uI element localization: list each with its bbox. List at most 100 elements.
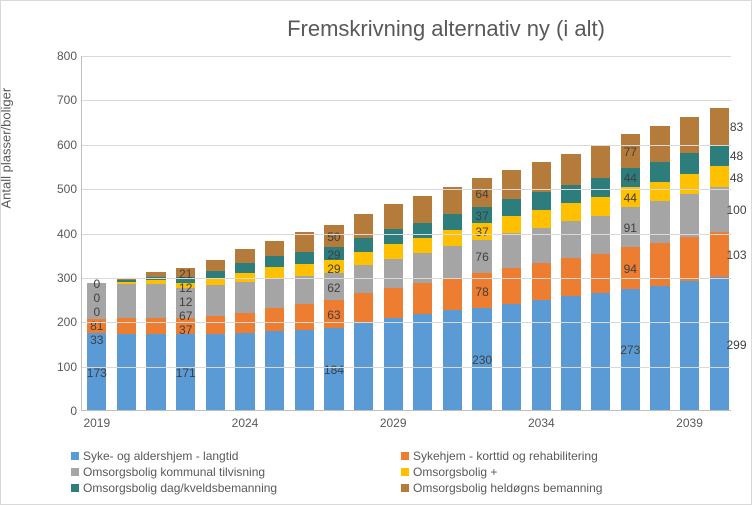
- bar-segment: [87, 319, 106, 334]
- bar-segment: [561, 154, 580, 186]
- bar-segment: [710, 166, 729, 187]
- bar-segment: [206, 260, 225, 271]
- bar-segment: [680, 153, 699, 173]
- xtick-label: 2024: [232, 416, 259, 430]
- bar-segment: [532, 300, 551, 410]
- bar-group: [472, 178, 491, 410]
- bar-segment: [324, 328, 343, 410]
- legend-item: Sykehjem - korttid og rehabilitering: [401, 448, 731, 464]
- bar-segment: [502, 170, 521, 199]
- bar-segment: [680, 194, 699, 237]
- legend-item: Syke- og aldershjem - langtid: [71, 448, 401, 464]
- bar-segment: [443, 214, 462, 230]
- bar-segment: [384, 204, 403, 229]
- bar-segment: [502, 216, 521, 233]
- bar-group: [117, 278, 136, 410]
- ytick-label: 100: [42, 360, 77, 374]
- value-label: 83: [730, 120, 743, 134]
- legend-item: Omsorgsbolig kommunal tilvisning: [71, 464, 401, 480]
- bar-segment: [206, 334, 225, 410]
- bar-group: [265, 241, 284, 410]
- bar-segment: [265, 308, 284, 331]
- legend-label: Sykehjem - korttid og rehabilitering: [413, 449, 598, 463]
- bar-group: [206, 260, 225, 410]
- bar-segment: [443, 278, 462, 310]
- value-label: 48: [730, 171, 743, 185]
- bar-segment: [621, 289, 640, 410]
- bar-segment: [443, 310, 462, 410]
- legend-item: Omsorgsbolig dag/kveldsbemanning: [71, 480, 401, 496]
- bar-segment: [650, 201, 669, 243]
- bar-segment: [206, 278, 225, 285]
- bar-group: [176, 268, 195, 410]
- bar-segment: [502, 233, 521, 268]
- bar-segment: [324, 225, 343, 247]
- bar-segment: [680, 117, 699, 153]
- legend-label: Omsorgsbolig kommunal tilvisning: [83, 465, 265, 479]
- xtick-label: 2034: [528, 416, 555, 430]
- bar-segment: [502, 199, 521, 216]
- bar-segment: [710, 277, 729, 410]
- bar-segment: [354, 293, 373, 322]
- gridline: [82, 145, 731, 146]
- bar-segment: [384, 244, 403, 259]
- yaxis-label: Antall plasser/boliger: [0, 88, 14, 209]
- bar-group: [532, 162, 551, 410]
- bar-segment: [591, 197, 610, 216]
- bar-segment: [443, 230, 462, 246]
- bar-group: [295, 232, 314, 410]
- bar-segment: [384, 229, 403, 244]
- bar-segment: [591, 145, 610, 178]
- ytick-label: 400: [42, 227, 77, 241]
- bar-segment: [710, 145, 729, 166]
- bar-segment: [710, 232, 729, 278]
- bar-segment: [650, 286, 669, 410]
- bar-segment: [265, 331, 284, 410]
- bar-segment: [561, 296, 580, 410]
- bar-segment: [354, 252, 373, 266]
- bar-segment: [591, 254, 610, 293]
- bar-segment: [561, 185, 580, 203]
- bar-segment: [680, 237, 699, 281]
- legend-swatch: [71, 484, 79, 492]
- bar-segment: [591, 216, 610, 254]
- bar-segment: [621, 134, 640, 168]
- legend-swatch: [71, 468, 79, 476]
- bar-segment: [117, 318, 136, 334]
- gridline: [82, 234, 731, 235]
- legend-item: Omsorgsbolig +: [401, 464, 731, 480]
- bar-segment: [621, 207, 640, 247]
- bar-segment: [295, 330, 314, 410]
- ytick-label: 0: [42, 404, 77, 418]
- bar-segment: [413, 283, 432, 314]
- ytick-label: 800: [42, 49, 77, 63]
- chart-container: Fremskrivning alternativ ny (i alt) Anta…: [0, 0, 752, 505]
- bar-segment: [176, 288, 195, 318]
- bar-segment: [680, 174, 699, 194]
- legend-item: Omsorgsbolig heldøgns bemanning: [401, 480, 731, 496]
- bar-segment: [413, 223, 432, 238]
- ytick-label: 700: [42, 93, 77, 107]
- bar-segment: [235, 282, 254, 313]
- bar-segment: [87, 333, 106, 410]
- gridline: [82, 322, 731, 323]
- gridline: [82, 278, 731, 279]
- bar-segment: [472, 207, 491, 223]
- bar-segment: [621, 187, 640, 207]
- xtick-label: 2019: [83, 416, 110, 430]
- gridline: [82, 367, 731, 368]
- bar-segment: [265, 278, 284, 308]
- bar-segment: [413, 314, 432, 410]
- bar-segment: [532, 210, 551, 228]
- gridline: [82, 56, 731, 57]
- legend-swatch: [401, 468, 409, 476]
- bar-segment: [650, 182, 669, 202]
- bar-group: [146, 272, 165, 410]
- bar-segment: [354, 238, 373, 252]
- bar-segment: [591, 178, 610, 197]
- bar-group: [324, 225, 343, 410]
- bar-segment: [413, 238, 432, 253]
- legend-swatch: [71, 452, 79, 460]
- bar-segment: [680, 281, 699, 410]
- value-label: 299: [727, 338, 747, 352]
